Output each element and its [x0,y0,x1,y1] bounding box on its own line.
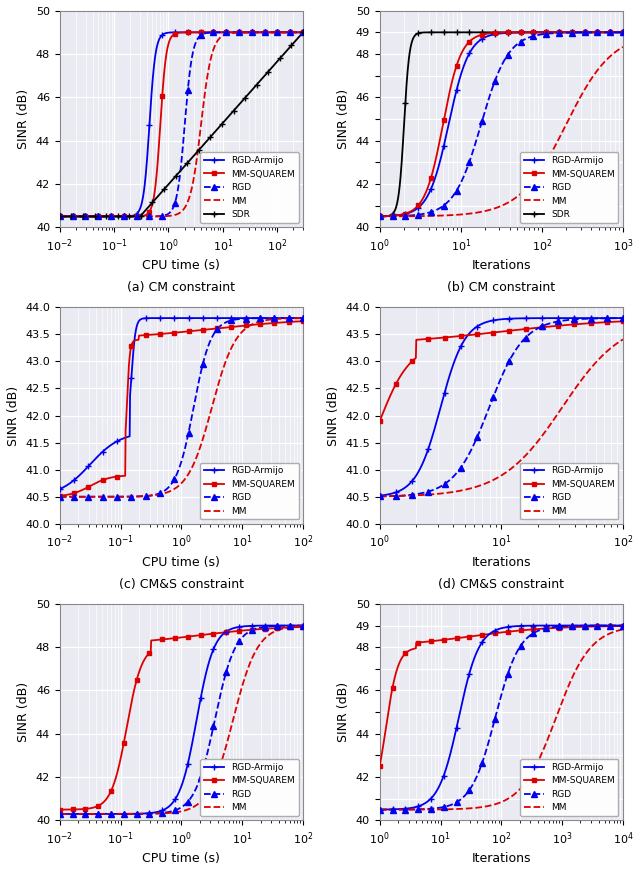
X-axis label: CPU time (s): CPU time (s) [143,852,220,865]
Y-axis label: SINR (dB): SINR (dB) [337,89,350,149]
Text: (a) CM constraint: (a) CM constraint [127,282,236,295]
Legend: RGD-Armijo, MM-SQUAREM, RGD, MM: RGD-Armijo, MM-SQUAREM, RGD, MM [200,462,298,520]
Y-axis label: SINR (dB): SINR (dB) [6,385,20,446]
Legend: RGD-Armijo, MM-SQUAREM, RGD, MM: RGD-Armijo, MM-SQUAREM, RGD, MM [520,462,618,520]
Legend: RGD-Armijo, MM-SQUAREM, RGD, MM, SDR: RGD-Armijo, MM-SQUAREM, RGD, MM, SDR [200,153,298,222]
Legend: RGD-Armijo, MM-SQUAREM, RGD, MM: RGD-Armijo, MM-SQUAREM, RGD, MM [520,760,618,816]
X-axis label: Iterations: Iterations [472,259,531,272]
Legend: RGD-Armijo, MM-SQUAREM, RGD, MM: RGD-Armijo, MM-SQUAREM, RGD, MM [200,760,298,816]
Text: (b) CM constraint: (b) CM constraint [447,282,556,295]
Y-axis label: SINR (dB): SINR (dB) [326,385,340,446]
X-axis label: Iterations: Iterations [472,555,531,569]
Y-axis label: SINR (dB): SINR (dB) [337,682,350,742]
Y-axis label: SINR (dB): SINR (dB) [17,89,30,149]
Text: (d) CM&S constraint: (d) CM&S constraint [438,578,564,591]
Y-axis label: SINR (dB): SINR (dB) [17,682,30,742]
X-axis label: CPU time (s): CPU time (s) [143,259,220,272]
X-axis label: Iterations: Iterations [472,852,531,865]
Text: (c) CM&S constraint: (c) CM&S constraint [119,578,244,591]
X-axis label: CPU time (s): CPU time (s) [143,555,220,569]
Legend: RGD-Armijo, MM-SQUAREM, RGD, MM, SDR: RGD-Armijo, MM-SQUAREM, RGD, MM, SDR [520,153,618,222]
